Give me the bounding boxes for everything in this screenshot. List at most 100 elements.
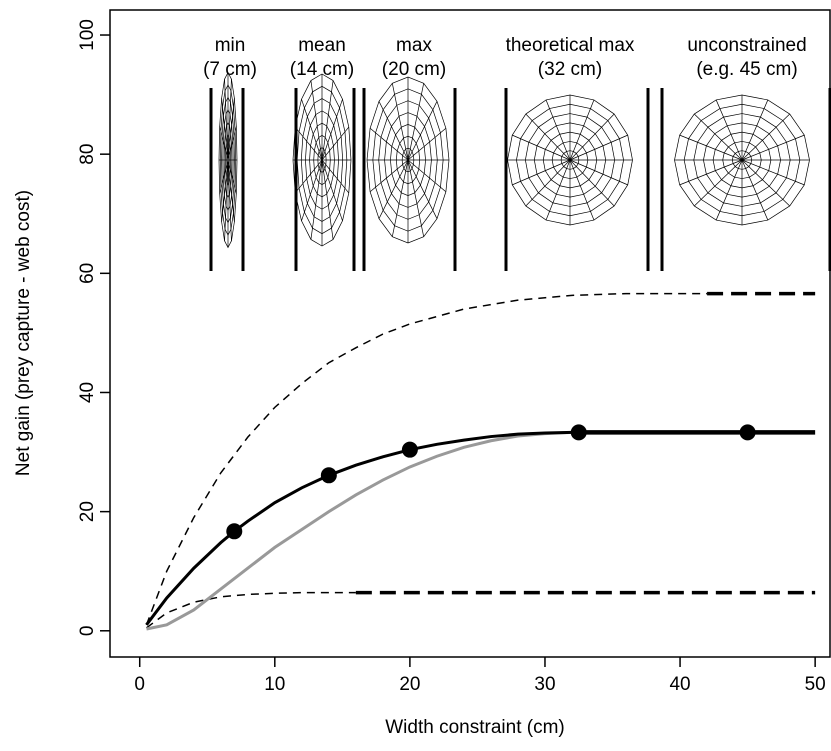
web-spoke	[321, 159, 343, 221]
x-tick-label: 20	[399, 674, 420, 695]
web-ring	[219, 84, 237, 236]
x-tick-label: 30	[534, 674, 555, 695]
web-ring	[317, 147, 327, 173]
web-spoke	[321, 159, 350, 194]
series-line	[145, 430, 573, 626]
web-ring	[292, 73, 352, 247]
y-tick-label: 100	[77, 19, 98, 51]
web-spoke	[294, 159, 323, 194]
web-spoke	[407, 159, 447, 193]
annotation: mean	[298, 35, 346, 56]
web-spoke	[369, 127, 409, 161]
data-point	[739, 424, 756, 441]
web-spoke	[369, 159, 409, 193]
web-spoke	[715, 159, 743, 221]
web-spoke	[525, 159, 571, 207]
web-ring	[703, 122, 781, 198]
web-spoke	[741, 113, 790, 161]
annotation: (32 cm)	[538, 59, 602, 80]
web-ring	[223, 121, 233, 199]
web-ring	[395, 135, 421, 185]
web-spoke	[378, 101, 409, 161]
web-spoke	[694, 159, 743, 207]
web-spoke	[407, 159, 425, 237]
web-spoke	[224, 79, 229, 161]
web-spoke	[310, 159, 323, 240]
x-axis-label: Width constraint (cm)	[385, 717, 564, 738]
web-ring	[218, 71, 238, 249]
web-spoke	[741, 159, 769, 221]
web-spoke	[301, 99, 323, 161]
web-spoke	[741, 134, 805, 161]
annotation: unconstrained	[687, 35, 806, 56]
web-spoke	[321, 126, 350, 161]
web-spoke	[569, 134, 628, 161]
web-spoke	[679, 134, 743, 161]
web-ring	[384, 112, 432, 208]
x-tick-label: 10	[264, 674, 285, 695]
series-line	[145, 292, 708, 626]
series-line	[146, 430, 573, 631]
web-spoke	[391, 159, 409, 237]
web-spoke	[545, 99, 571, 161]
plot-frame	[109, 9, 831, 658]
web-spoke	[227, 159, 232, 241]
web-ring	[516, 103, 624, 217]
web-ring	[309, 122, 335, 198]
web-ring	[222, 109, 234, 211]
web-spoke	[378, 159, 409, 219]
data-point	[320, 467, 337, 484]
annotation: (20 cm)	[382, 59, 446, 80]
web-spoke	[321, 99, 343, 161]
web-spoke	[741, 159, 790, 207]
web-ring	[296, 85, 348, 235]
y-tick-label: 20	[77, 501, 98, 522]
web-ring	[313, 135, 331, 185]
y-axis-label: Net gain (prey capture - web cost)	[13, 190, 34, 476]
web-ring	[683, 103, 801, 217]
series-line	[146, 591, 356, 629]
web-spoke	[512, 159, 571, 186]
web-spoke	[545, 159, 571, 221]
web-ring	[731, 150, 753, 170]
web-ring	[525, 113, 615, 207]
web-spoke	[569, 159, 628, 186]
web-ring	[674, 94, 810, 226]
y-tick-label: 40	[77, 382, 98, 403]
annotation: min	[215, 35, 246, 56]
web-spoke	[407, 127, 447, 161]
data-point	[226, 523, 243, 540]
web-ring	[390, 124, 426, 196]
web-ring	[221, 96, 235, 224]
web-ring	[305, 110, 339, 210]
web-spoke	[512, 134, 571, 161]
x-tick-label: 0	[134, 674, 145, 695]
web-ring	[401, 147, 415, 173]
web-spoke	[321, 159, 334, 240]
data-point	[570, 424, 587, 441]
web-spoke	[679, 159, 743, 186]
web-ring	[226, 146, 230, 174]
web-spoke	[224, 159, 229, 241]
y-tick-label: 80	[77, 144, 98, 165]
web-ring	[533, 122, 607, 198]
web-spoke	[407, 101, 438, 161]
x-tick-label: 40	[669, 674, 690, 695]
web-ring	[551, 141, 589, 179]
web-spoke	[294, 126, 323, 161]
y-tick-label: 0	[77, 625, 98, 636]
y-tick-label: 60	[77, 263, 98, 284]
web-spoke	[694, 113, 743, 161]
web-ring	[225, 134, 231, 186]
x-tick-label: 50	[805, 674, 826, 695]
web-spoke	[715, 99, 743, 161]
web-spoke	[310, 80, 323, 161]
annotation: (14 cm)	[290, 59, 354, 80]
web-ring	[300, 98, 344, 222]
web-spoke	[569, 159, 615, 207]
web-spoke	[569, 159, 595, 221]
annotation: max	[396, 35, 432, 56]
web-ring	[560, 150, 580, 170]
web-ring	[712, 131, 772, 189]
